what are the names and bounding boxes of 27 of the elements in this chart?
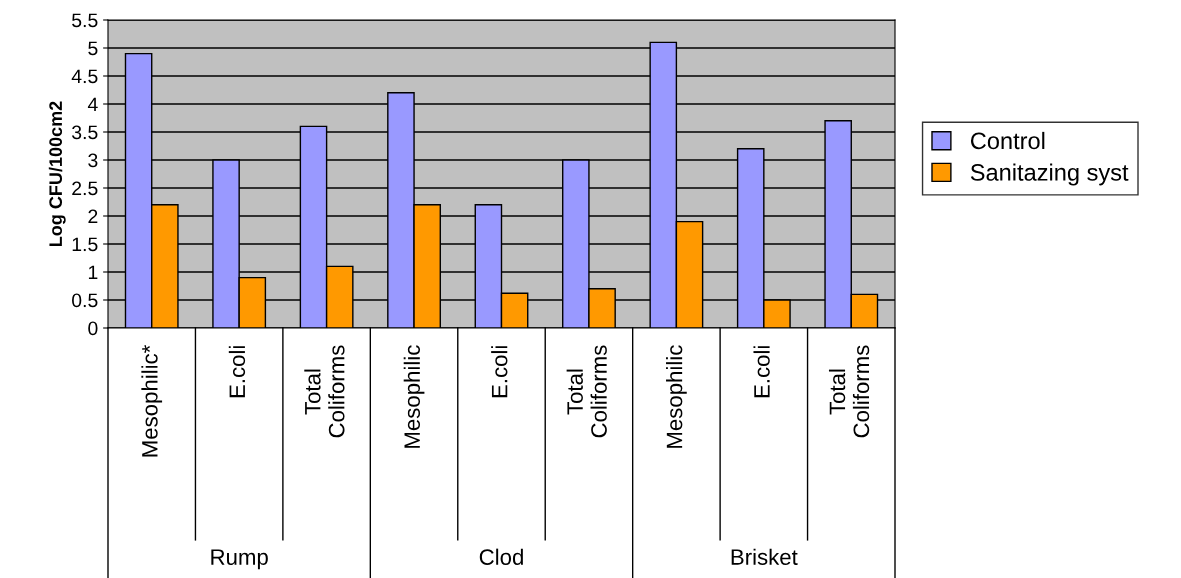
x-tick-label: Total Coliforms [828, 345, 870, 438]
y-tick-label: 5.5 [72, 13, 98, 28]
legend-label: Control [970, 131, 1045, 150]
x-tick-label: E.coli [753, 346, 770, 398]
legend-label: Sanitazing syst [970, 163, 1129, 186]
x-tick-label: Mesophilic* [141, 345, 163, 457]
y-tick-label: 0 [88, 321, 98, 336]
y-tick-label: 4.5 [71, 69, 98, 84]
x-tick-label: Total Coliforms [566, 345, 607, 438]
y-tick-label: 1 [88, 265, 98, 280]
y-tick-label: 0.5 [72, 293, 98, 308]
x-tick-label: Total Coliforms [304, 345, 345, 438]
text: Clod [479, 548, 523, 565]
y-tick-label: 3 [88, 153, 98, 168]
y-tick-label: 2 [88, 209, 98, 224]
text: Rump [211, 549, 268, 570]
y-tick-label: 3.5 [71, 125, 98, 140]
x-tick-label: Mesophilic [403, 345, 425, 448]
y-axis-title: Log CFU/100cm2 [48, 101, 66, 247]
y-tick-label: 2.5 [72, 181, 98, 196]
x-tick-label: E.coli [491, 346, 508, 398]
x-tick-label: E.coli [228, 346, 246, 398]
text: Brisket [731, 548, 798, 565]
x-tick-label: Mesophilic [666, 345, 687, 448]
y-tick-label: 4 [87, 97, 98, 112]
y-tick-label: 1.5 [72, 237, 98, 252]
y-tick-label: 5 [88, 41, 98, 56]
